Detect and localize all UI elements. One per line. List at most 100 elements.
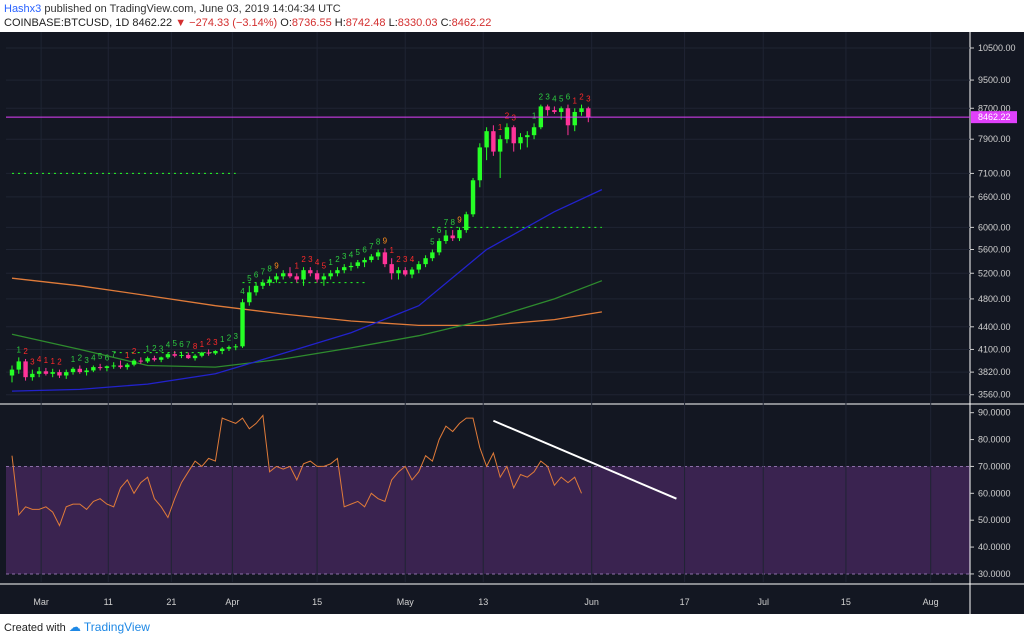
- candle[interactable]: [362, 257, 367, 268]
- candle[interactable]: [247, 285, 252, 306]
- candle[interactable]: [192, 354, 198, 361]
- price-chart[interactable]: 1 23 4 1 1 2 1 2 3 4 5 6 7 1 2 1 2 3 4 5 6 7 8 1 2 3 1 2 345 6 7 8 9 12 3 4…: [0, 32, 1024, 614]
- candle[interactable]: [240, 298, 245, 348]
- candle[interactable]: [579, 104, 584, 116]
- candle[interactable]: [314, 270, 320, 283]
- candle-body: [111, 365, 116, 367]
- candle[interactable]: [416, 261, 421, 274]
- author-link[interactable]: Hashx3: [4, 3, 42, 15]
- candle[interactable]: [308, 267, 313, 277]
- candle[interactable]: [77, 365, 82, 374]
- candle[interactable]: [531, 123, 537, 140]
- candle[interactable]: [443, 230, 449, 244]
- candle[interactable]: [125, 363, 130, 370]
- candle[interactable]: [104, 365, 110, 372]
- candle[interactable]: [30, 369, 35, 381]
- candle[interactable]: [233, 344, 238, 351]
- candle[interactable]: [91, 365, 96, 373]
- candle[interactable]: [403, 267, 408, 277]
- candle[interactable]: [436, 238, 442, 256]
- td-count-label: 3: [586, 95, 591, 104]
- candle-body: [335, 270, 340, 274]
- candle[interactable]: [145, 356, 150, 364]
- candle-body: [369, 256, 374, 260]
- candle[interactable]: [118, 360, 123, 369]
- tradingview-logo-icon[interactable]: ☁: [68, 620, 81, 634]
- candle[interactable]: [375, 249, 381, 260]
- candle[interactable]: [206, 349, 211, 356]
- candle[interactable]: [186, 352, 191, 359]
- candle[interactable]: [491, 125, 496, 156]
- candle[interactable]: [138, 357, 144, 364]
- candle[interactable]: [511, 125, 516, 152]
- candle[interactable]: [253, 282, 259, 296]
- candle[interactable]: [111, 362, 116, 369]
- candle-body: [558, 108, 564, 112]
- candle[interactable]: [525, 131, 530, 148]
- candle[interactable]: [57, 369, 62, 379]
- candle[interactable]: [50, 368, 55, 378]
- candle[interactable]: [355, 259, 360, 269]
- candle[interactable]: [172, 351, 177, 358]
- candle[interactable]: [64, 369, 69, 379]
- price-tick-label: 7900.00: [978, 134, 1011, 144]
- candle[interactable]: [179, 351, 184, 359]
- candle[interactable]: [504, 123, 510, 144]
- candle[interactable]: [552, 106, 557, 114]
- candle[interactable]: [23, 358, 28, 381]
- candle[interactable]: [382, 248, 388, 268]
- candle[interactable]: [572, 108, 577, 132]
- candle[interactable]: [281, 270, 286, 280]
- td-count-label: 1: [17, 345, 22, 354]
- candle[interactable]: [342, 264, 347, 274]
- candle[interactable]: [430, 249, 435, 262]
- candle[interactable]: [70, 367, 76, 375]
- candle[interactable]: [328, 270, 333, 280]
- candle[interactable]: [484, 127, 489, 161]
- candle[interactable]: [335, 267, 340, 277]
- candle[interactable]: [131, 358, 137, 367]
- candle[interactable]: [518, 133, 523, 150]
- candle[interactable]: [267, 276, 272, 286]
- candle[interactable]: [287, 267, 293, 279]
- candle[interactable]: [348, 262, 354, 271]
- candle[interactable]: [409, 267, 415, 279]
- candle[interactable]: [545, 104, 550, 116]
- candle[interactable]: [226, 345, 232, 352]
- candle[interactable]: [36, 367, 42, 378]
- candle[interactable]: [301, 267, 306, 286]
- candle[interactable]: [213, 350, 218, 355]
- candle[interactable]: [219, 347, 225, 355]
- candle[interactable]: [152, 355, 157, 362]
- last-price-badge: [971, 111, 1017, 124]
- candle[interactable]: [274, 273, 279, 283]
- candle[interactable]: [260, 279, 266, 290]
- price-tick-label: 9500.00: [978, 75, 1011, 85]
- td-count-label: 2: [152, 344, 157, 353]
- candle[interactable]: [158, 356, 164, 363]
- candle[interactable]: [9, 365, 15, 383]
- candle[interactable]: [369, 254, 374, 263]
- candle[interactable]: [321, 273, 327, 286]
- rsi-trendline[interactable]: [492, 419, 677, 500]
- candle[interactable]: [497, 135, 503, 178]
- candle[interactable]: [165, 352, 171, 359]
- candle[interactable]: [199, 351, 205, 358]
- candle[interactable]: [43, 367, 49, 376]
- candle[interactable]: [457, 227, 462, 242]
- candle[interactable]: [389, 258, 394, 280]
- candle[interactable]: [470, 177, 476, 217]
- candle[interactable]: [97, 363, 103, 371]
- candle[interactable]: [396, 267, 401, 280]
- candle[interactable]: [84, 367, 89, 376]
- candle[interactable]: [423, 255, 428, 268]
- candle[interactable]: [477, 143, 483, 188]
- candle[interactable]: [16, 357, 21, 374]
- candle[interactable]: [294, 273, 299, 283]
- symbol-interval[interactable]: COINBASE:BTCUSD, 1D: [4, 17, 130, 29]
- candle[interactable]: [450, 230, 455, 242]
- tradingview-brand[interactable]: TradingView: [83, 620, 150, 634]
- price-tick-label: 7100.00: [978, 168, 1011, 178]
- candle[interactable]: [464, 211, 469, 233]
- candle[interactable]: [586, 106, 591, 123]
